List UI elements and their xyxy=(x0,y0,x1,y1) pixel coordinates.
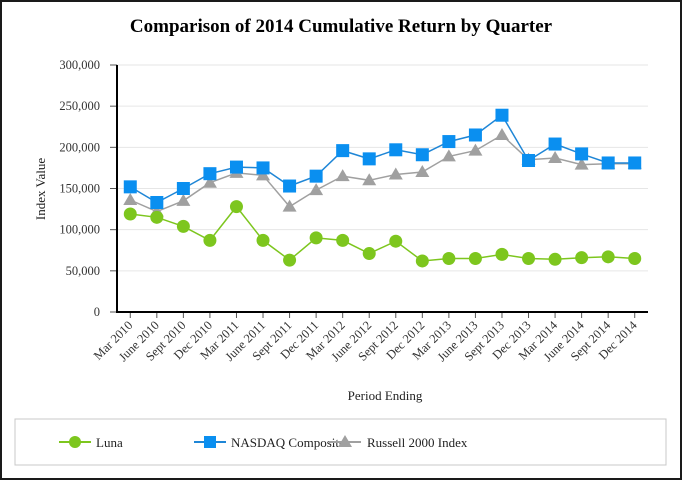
y-axis-ticks: 0 50,000 100,000 150,000 200,000 250,000 300,0… xyxy=(59,58,117,319)
data-point xyxy=(229,160,243,174)
gridlines xyxy=(117,64,648,272)
data-point xyxy=(203,233,217,247)
data-point xyxy=(548,151,563,164)
y-tick-label: 100,000 xyxy=(59,223,100,237)
data-point xyxy=(548,252,562,266)
data-point xyxy=(415,254,429,268)
data-point xyxy=(628,251,642,265)
data-point xyxy=(283,253,297,267)
data-point xyxy=(495,108,509,122)
data-point xyxy=(309,231,323,245)
data-point xyxy=(176,219,190,233)
data-point xyxy=(362,152,376,166)
data-point xyxy=(468,143,483,156)
y-tick-label: 50,000 xyxy=(66,264,100,278)
data-point xyxy=(203,167,217,181)
legend: Luna NASDAQ Composite Russell 2000 Index xyxy=(59,435,468,450)
y-tick-label: 200,000 xyxy=(59,140,100,154)
data-point xyxy=(415,165,430,178)
data-point xyxy=(495,247,509,261)
series-russell-2000-index xyxy=(123,127,642,217)
data-point xyxy=(336,233,350,247)
data-point xyxy=(283,179,297,193)
data-point xyxy=(150,195,164,209)
legend-triangle-icon xyxy=(338,435,352,447)
data-point xyxy=(441,149,456,162)
data-point xyxy=(494,127,509,140)
data-point xyxy=(362,247,376,261)
y-tick-label: 250,000 xyxy=(59,99,100,113)
data-point xyxy=(309,169,323,183)
data-point xyxy=(256,233,270,247)
data-point xyxy=(123,180,137,194)
data-point xyxy=(229,200,243,214)
data-point xyxy=(628,156,642,170)
data-point xyxy=(309,183,324,196)
data-point xyxy=(468,128,482,142)
data-point xyxy=(388,167,403,180)
data-point xyxy=(575,147,589,161)
data-point xyxy=(123,193,138,206)
legend-label: NASDAQ Composite xyxy=(231,435,345,450)
series-nasdaq-composite xyxy=(123,108,642,209)
data-point xyxy=(362,173,377,186)
series-line xyxy=(130,205,635,262)
data-point xyxy=(601,250,615,264)
series-luna xyxy=(123,200,642,268)
data-point xyxy=(282,199,297,212)
data-point xyxy=(389,143,403,157)
chart-title: Comparison of 2014 Cumulative Return by … xyxy=(130,16,553,37)
data-point xyxy=(202,175,217,188)
data-point xyxy=(389,234,403,248)
data-point xyxy=(335,169,350,182)
legend-label: Russell 2000 Index xyxy=(367,435,468,450)
legend-square-icon xyxy=(204,436,216,448)
data-point xyxy=(468,251,482,265)
data-point xyxy=(601,156,615,170)
axes xyxy=(116,65,648,313)
legend-item-russell-2000-index: Russell 2000 Index xyxy=(329,435,468,450)
data-point xyxy=(574,157,589,170)
data-point xyxy=(176,182,190,195)
series-line xyxy=(129,134,635,213)
data-point xyxy=(548,137,562,151)
legend-label: Luna xyxy=(96,435,123,450)
data-point xyxy=(442,135,456,149)
data-point xyxy=(336,144,350,158)
data-point xyxy=(150,210,164,224)
legend-item-luna: Luna xyxy=(59,435,123,450)
series-group xyxy=(123,108,642,268)
data-point xyxy=(442,251,456,265)
y-axis-title: Index Value xyxy=(33,158,48,220)
legend-item-nasdaq-composite: NASDAQ Composite xyxy=(194,435,345,450)
data-point xyxy=(522,251,536,265)
y-tick-label: 300,000 xyxy=(59,58,100,72)
data-point xyxy=(575,251,589,265)
x-axis-title: Period Ending xyxy=(348,388,423,403)
y-tick-label: 150,000 xyxy=(59,182,100,196)
data-point xyxy=(522,154,536,168)
legend-circle-icon xyxy=(69,436,81,448)
data-point xyxy=(415,148,429,162)
data-point xyxy=(256,161,270,175)
y-tick-label: 0 xyxy=(94,305,100,319)
data-point xyxy=(123,207,137,221)
data-point xyxy=(176,193,191,206)
